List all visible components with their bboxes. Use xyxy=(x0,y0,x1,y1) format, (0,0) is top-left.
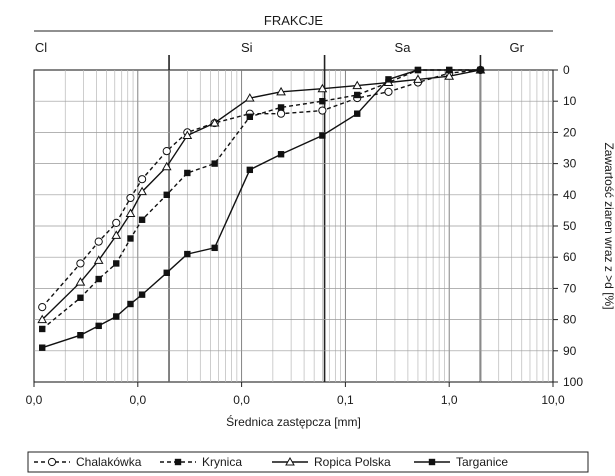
legend-item: Ropica Polska xyxy=(314,455,391,469)
fraction-label-gr: Gr xyxy=(509,40,524,55)
y-tick-label: 0 xyxy=(563,63,570,77)
series-krynica xyxy=(39,66,484,333)
series-line-krynica xyxy=(41,69,481,330)
legend-swatch-marker xyxy=(174,458,182,466)
data-point xyxy=(137,186,147,196)
legend-swatch-marker xyxy=(47,457,57,467)
x-tick-label: 0,0 xyxy=(129,393,146,407)
series-ropica-polska xyxy=(37,64,486,324)
series-chalak-wka xyxy=(38,65,485,312)
y-tick-label: 40 xyxy=(563,188,577,202)
fraction-label-sa: Sa xyxy=(395,40,412,55)
data-point xyxy=(39,344,46,351)
data-point xyxy=(76,259,85,268)
legend-item: Chalakówka xyxy=(76,455,142,469)
data-point xyxy=(277,151,285,158)
x-tick-label: 1,0 xyxy=(441,393,458,407)
fraction-label-si: Si xyxy=(241,40,253,55)
y-tick-label: 100 xyxy=(563,375,583,389)
data-point xyxy=(126,193,135,203)
data-point xyxy=(446,66,453,74)
data-point xyxy=(113,260,120,267)
data-point xyxy=(414,66,422,74)
y-axis-label: Zawartość ziaren wraz z >d [%] xyxy=(602,142,615,309)
y-tick-label: 90 xyxy=(563,344,577,358)
series-targanice xyxy=(39,66,484,351)
data-point xyxy=(352,80,363,90)
data-point xyxy=(184,250,191,258)
data-point xyxy=(113,313,120,320)
data-point xyxy=(354,110,361,117)
data-point xyxy=(93,255,104,264)
legend-item: Krynica xyxy=(202,455,242,469)
data-point xyxy=(276,86,286,96)
data-point xyxy=(477,66,484,74)
data-point xyxy=(95,322,102,330)
x-tick-label: 0,0 xyxy=(26,393,43,407)
data-point xyxy=(354,91,361,99)
data-point xyxy=(384,87,393,96)
y-tick-label: 30 xyxy=(563,157,577,171)
x-axis-label: Średnica zastępcza [mm] xyxy=(226,414,361,429)
x-tick-label: 0,0 xyxy=(233,393,250,407)
data-point xyxy=(39,325,46,333)
data-point xyxy=(246,166,254,174)
data-point xyxy=(94,237,103,246)
data-point xyxy=(317,83,328,93)
data-point xyxy=(182,130,193,140)
data-point xyxy=(111,230,122,239)
data-point xyxy=(75,277,86,286)
data-point xyxy=(211,244,218,252)
data-point xyxy=(37,314,48,324)
data-point xyxy=(162,147,171,156)
y-tick-label: 80 xyxy=(563,313,577,327)
data-point xyxy=(77,332,84,339)
data-point xyxy=(276,109,286,118)
y-tick-label: 20 xyxy=(563,125,577,139)
data-point xyxy=(318,106,327,115)
data-point xyxy=(112,218,121,227)
data-point xyxy=(184,169,191,177)
series-line-targanice xyxy=(41,69,481,349)
legend-item: Targanice xyxy=(456,455,508,469)
data-point xyxy=(137,175,147,184)
y-tick-label: 60 xyxy=(563,250,577,264)
data-point xyxy=(127,235,134,242)
data-point xyxy=(246,113,254,120)
data-point xyxy=(244,93,255,102)
data-point xyxy=(319,132,326,139)
data-point xyxy=(161,161,172,171)
data-point xyxy=(209,118,220,127)
data-point xyxy=(38,303,47,312)
fraction-label-cl: Cl xyxy=(35,40,47,55)
y-tick-label: 70 xyxy=(563,281,577,295)
data-point xyxy=(125,208,136,218)
data-point xyxy=(385,76,392,83)
data-point xyxy=(127,300,134,308)
data-point xyxy=(77,294,84,301)
data-point xyxy=(163,191,170,198)
data-point xyxy=(163,269,170,276)
legend-swatch-marker xyxy=(428,458,436,466)
y-tick-label: 10 xyxy=(563,94,577,108)
data-point xyxy=(413,74,423,83)
x-tick-label: 10,0 xyxy=(541,393,565,407)
y-tick-label: 50 xyxy=(563,219,577,233)
data-point xyxy=(319,98,326,105)
data-point xyxy=(444,71,455,80)
x-tick-label: 0,1 xyxy=(337,393,354,407)
chart-title: FRAKCJE xyxy=(264,13,324,28)
data-point xyxy=(95,275,102,283)
legend-swatch-marker xyxy=(285,456,295,466)
data-point xyxy=(138,291,146,298)
data-point xyxy=(211,160,218,167)
data-point xyxy=(138,216,146,223)
data-point xyxy=(277,104,285,111)
